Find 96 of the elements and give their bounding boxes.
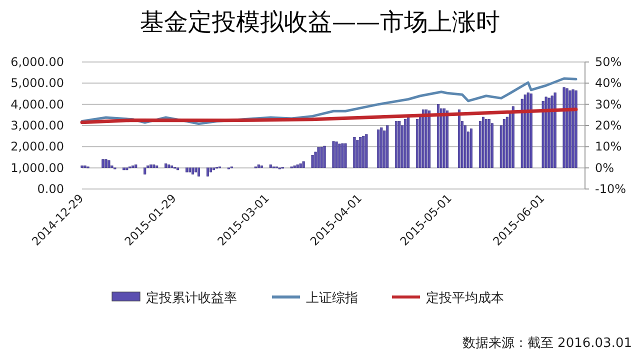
bar bbox=[572, 89, 574, 168]
y-tick-label: 6,000.00 bbox=[10, 55, 64, 69]
bar bbox=[548, 98, 550, 168]
line-series bbox=[80, 108, 578, 124]
source-note: 数据来源：截至 2016.03.01 bbox=[462, 336, 632, 351]
bar bbox=[323, 146, 326, 168]
y-tick-label: 3,000.00 bbox=[10, 118, 64, 132]
bar bbox=[440, 108, 443, 168]
bar bbox=[356, 140, 359, 168]
bar bbox=[437, 104, 440, 168]
bar bbox=[365, 134, 368, 168]
bar bbox=[299, 163, 302, 168]
y-tick-label: 2,000.00 bbox=[10, 140, 64, 154]
bar bbox=[506, 116, 508, 168]
bar bbox=[568, 90, 572, 168]
bar bbox=[554, 92, 556, 168]
bar bbox=[353, 136, 356, 168]
bar bbox=[526, 92, 530, 168]
bar bbox=[490, 123, 494, 168]
bar bbox=[362, 136, 365, 168]
bar bbox=[386, 125, 389, 168]
bar bbox=[377, 130, 380, 168]
bar bbox=[164, 163, 168, 168]
bar bbox=[566, 88, 568, 168]
bar bbox=[524, 94, 526, 168]
bar bbox=[186, 168, 188, 172]
bar bbox=[530, 94, 532, 168]
bar bbox=[126, 168, 128, 170]
bar bbox=[108, 160, 110, 168]
bar bbox=[122, 168, 126, 170]
bar bbox=[317, 147, 320, 168]
bar bbox=[257, 164, 260, 168]
bar bbox=[212, 168, 215, 170]
bar bbox=[422, 109, 425, 168]
bar bbox=[188, 168, 192, 172]
bar bbox=[192, 168, 194, 174]
chart-title: 基金定投模拟收益——市场上涨时 bbox=[140, 8, 500, 36]
legend-label: 上证综指 bbox=[306, 291, 358, 306]
bar bbox=[332, 141, 335, 168]
bar bbox=[209, 168, 212, 172]
bar bbox=[335, 142, 338, 168]
bar bbox=[488, 119, 490, 168]
y2-tick-label: 10% bbox=[595, 140, 622, 154]
bar bbox=[464, 125, 466, 168]
bar bbox=[198, 168, 200, 176]
bar bbox=[520, 98, 524, 168]
bar bbox=[443, 108, 446, 168]
y-tick-label: 1,000.00 bbox=[10, 160, 64, 175]
y2-tick-label: -10% bbox=[595, 182, 626, 196]
bar bbox=[104, 159, 108, 168]
bar bbox=[311, 154, 314, 168]
y2-tick-label: 20% bbox=[595, 118, 622, 132]
bar bbox=[380, 127, 383, 168]
bar bbox=[344, 143, 347, 168]
bar bbox=[320, 146, 323, 168]
bar bbox=[482, 116, 484, 168]
bar bbox=[425, 109, 428, 168]
bar bbox=[102, 159, 104, 168]
bar bbox=[359, 136, 362, 168]
bar bbox=[404, 119, 407, 168]
bar bbox=[269, 164, 272, 168]
y2-tick-label: 30% bbox=[595, 97, 622, 112]
bar bbox=[574, 90, 578, 168]
y2-tick-label: 0% bbox=[595, 160, 614, 175]
legend-label: 定投平均成本 bbox=[426, 291, 504, 306]
bar bbox=[544, 96, 548, 168]
bar bbox=[206, 168, 209, 176]
y2-tick-label: 50% bbox=[595, 55, 622, 69]
bar bbox=[398, 121, 401, 168]
bar bbox=[144, 168, 146, 174]
bar bbox=[550, 96, 554, 168]
bar bbox=[416, 119, 419, 168]
bar bbox=[302, 161, 305, 168]
bar bbox=[176, 168, 180, 170]
bar bbox=[446, 110, 449, 168]
bar bbox=[338, 144, 341, 168]
bar bbox=[152, 164, 156, 168]
bar bbox=[168, 164, 170, 168]
bar bbox=[341, 143, 344, 168]
bar bbox=[395, 121, 398, 168]
bar bbox=[134, 164, 138, 168]
bar bbox=[484, 119, 488, 168]
bar bbox=[512, 106, 514, 168]
bar bbox=[428, 110, 431, 168]
legend-label: 定投累计收益率 bbox=[146, 290, 237, 306]
bar bbox=[562, 87, 566, 168]
bar bbox=[502, 119, 506, 168]
bar bbox=[150, 164, 152, 168]
bar bbox=[194, 168, 198, 172]
bar bbox=[458, 109, 460, 168]
y-tick-label: 4,000.00 bbox=[10, 97, 64, 112]
y2-tick-label: 40% bbox=[595, 76, 622, 90]
bar bbox=[296, 164, 299, 168]
y-tick-label: 5,000.00 bbox=[10, 76, 64, 90]
y-tick-label: 0.00 bbox=[37, 182, 64, 196]
bar bbox=[470, 128, 472, 168]
